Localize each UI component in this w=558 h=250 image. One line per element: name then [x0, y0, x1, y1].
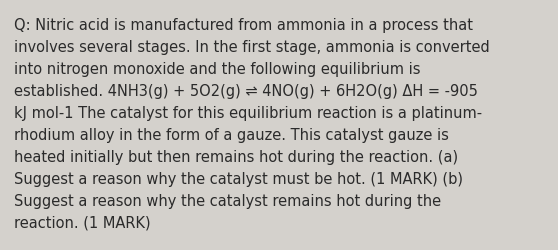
Text: established. 4NH3(g) + 5O2(g) ⇌ 4NO(g) + 6H2O(g) ΔH = -905: established. 4NH3(g) + 5O2(g) ⇌ 4NO(g) +…	[14, 84, 478, 98]
Text: Suggest a reason why the catalyst must be hot. (1 MARK) (b): Suggest a reason why the catalyst must b…	[14, 171, 463, 186]
Text: reaction. (1 MARK): reaction. (1 MARK)	[14, 215, 151, 230]
Text: into nitrogen monoxide and the following equilibrium is: into nitrogen monoxide and the following…	[14, 62, 421, 77]
Text: kJ mol-1 The catalyst for this equilibrium reaction is a platinum-: kJ mol-1 The catalyst for this equilibri…	[14, 106, 482, 120]
Text: Suggest a reason why the catalyst remains hot during the: Suggest a reason why the catalyst remain…	[14, 193, 441, 208]
Text: heated initially but then remains hot during the reaction. (a): heated initially but then remains hot du…	[14, 150, 458, 164]
Text: rhodium alloy in the form of a gauze. This catalyst gauze is: rhodium alloy in the form of a gauze. Th…	[14, 128, 449, 142]
Text: Q: Nitric acid is manufactured from ammonia in a process that: Q: Nitric acid is manufactured from ammo…	[14, 18, 473, 33]
Text: involves several stages. In the first stage, ammonia is converted: involves several stages. In the first st…	[14, 40, 490, 55]
